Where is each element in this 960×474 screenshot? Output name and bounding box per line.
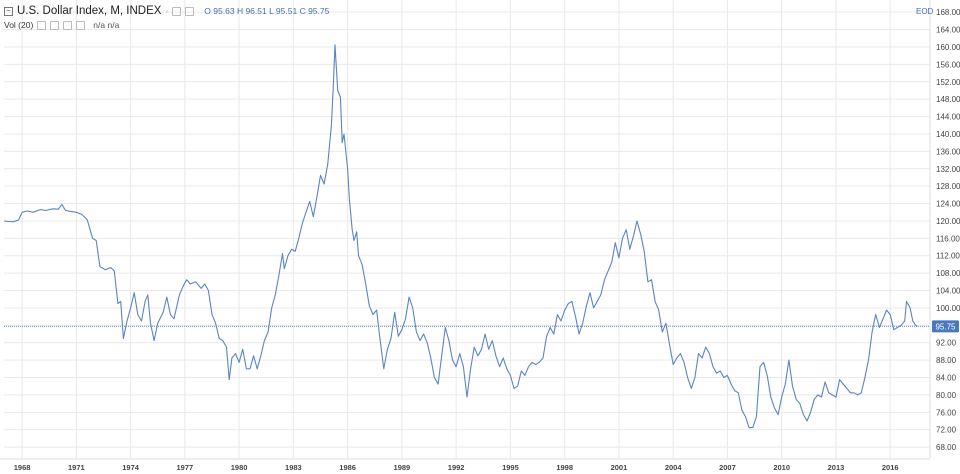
ohlc-o-label: O bbox=[204, 6, 211, 16]
y-tick-label: 72.00 bbox=[936, 426, 957, 435]
grid-lines bbox=[0, 0, 931, 460]
series-layer bbox=[3, 44, 918, 429]
settings-icon[interactable] bbox=[172, 6, 182, 16]
chart-legend: − U.S. Dollar Index, M, INDEX ◦ O 95.63 … bbox=[4, 4, 329, 32]
volume-value-1: n/a bbox=[93, 20, 106, 30]
collapse-icon[interactable]: − bbox=[4, 6, 13, 16]
last-price-label: 95.75 bbox=[935, 322, 956, 331]
last-price-line: 95.75 bbox=[4, 320, 959, 333]
x-tick-label: 1980 bbox=[231, 463, 248, 472]
ohlc-c-label: C bbox=[299, 6, 306, 16]
y-tick-label: 156.00 bbox=[936, 60, 960, 69]
ohlc-h-label: H bbox=[236, 6, 244, 16]
x-tick-label: 1974 bbox=[122, 463, 140, 472]
ohlc-values: O 95.63 H 96.51 L 95.51 C 95.75 bbox=[204, 6, 329, 16]
x-tick-label: 1971 bbox=[68, 463, 85, 472]
y-tick-label: 108.00 bbox=[936, 269, 960, 278]
y-tick-label: 144.00 bbox=[936, 113, 960, 122]
ohlc-c-value: 95.75 bbox=[308, 6, 330, 16]
volume-label: Vol (20) bbox=[4, 20, 34, 30]
y-tick-label: 76.00 bbox=[936, 408, 957, 417]
instrument-title: U.S. Dollar Index, M, INDEX bbox=[17, 5, 162, 17]
y-tick-label: 100.00 bbox=[936, 304, 960, 313]
volume-settings-icon[interactable] bbox=[37, 20, 47, 30]
y-tick-label: 128.00 bbox=[936, 182, 960, 191]
y-tick-label: 140.00 bbox=[936, 130, 960, 139]
ohlc-l-label: L bbox=[269, 6, 274, 16]
series-line bbox=[3, 44, 918, 429]
x-tick-label: 1986 bbox=[339, 463, 356, 472]
y-tick-label: 88.00 bbox=[936, 356, 957, 365]
remove-icon[interactable] bbox=[185, 6, 195, 16]
x-tick-label: 1968 bbox=[14, 463, 31, 472]
x-tick-label: 2013 bbox=[828, 463, 845, 472]
y-tick-label: 148.00 bbox=[936, 95, 960, 104]
ohlc-h-value: 96.51 bbox=[245, 6, 267, 16]
x-tick-label: 2010 bbox=[773, 463, 790, 472]
ohlc-l-value: 95.51 bbox=[275, 6, 298, 16]
y-tick-label: 68.00 bbox=[936, 443, 957, 452]
volume-value-2: n/a bbox=[107, 20, 120, 30]
volume-hide-icon[interactable] bbox=[50, 20, 60, 30]
x-tick-label: 2004 bbox=[665, 463, 683, 472]
y-tick-label: 136.00 bbox=[936, 147, 960, 156]
y-tick-label: 124.00 bbox=[936, 200, 960, 209]
x-tick-label: 2007 bbox=[719, 463, 736, 472]
y-tick-label: 152.00 bbox=[936, 78, 960, 87]
volume-remove-icon[interactable] bbox=[76, 20, 86, 30]
x-tick-label: 1983 bbox=[285, 463, 302, 472]
y-tick-label: 80.00 bbox=[936, 391, 957, 400]
eod-label: EOD bbox=[916, 7, 934, 16]
x-tick-label: 1998 bbox=[556, 463, 573, 472]
y-tick-label: 160.00 bbox=[936, 43, 960, 52]
y-tick-label: 164.00 bbox=[936, 26, 960, 35]
y-tick-label: 116.00 bbox=[936, 234, 960, 243]
tick-labels: 68.0072.0076.0080.0084.0088.0092.0096.00… bbox=[14, 8, 960, 472]
x-tick-label: 1995 bbox=[502, 463, 519, 472]
y-tick-label: 132.00 bbox=[936, 165, 960, 174]
y-tick-label: 92.00 bbox=[936, 339, 957, 348]
volume-format-icon[interactable] bbox=[63, 20, 73, 30]
more-options-icon[interactable]: ◦ bbox=[165, 6, 169, 16]
ohlc-o-value: 95.63 bbox=[213, 6, 235, 16]
legend-volume-row: Vol (20) n/a n/a bbox=[4, 18, 329, 32]
y-tick-label: 120.00 bbox=[936, 217, 960, 226]
legend-main-row: − U.S. Dollar Index, M, INDEX ◦ O 95.63 … bbox=[4, 4, 329, 18]
x-tick-label: 1989 bbox=[394, 463, 411, 472]
x-tick-label: 2016 bbox=[882, 463, 899, 472]
y-tick-label: 168.00 bbox=[936, 8, 960, 17]
x-tick-label: 1977 bbox=[177, 463, 194, 472]
y-tick-label: 112.00 bbox=[936, 252, 960, 261]
last-price-tag bbox=[932, 320, 959, 333]
y-tick-label: 84.00 bbox=[936, 374, 957, 383]
x-tick-label: 2001 bbox=[611, 463, 628, 472]
x-tick-label: 1992 bbox=[448, 463, 465, 472]
volume-value: n/a n/a bbox=[93, 20, 119, 30]
y-tick-label: 104.00 bbox=[936, 287, 960, 296]
